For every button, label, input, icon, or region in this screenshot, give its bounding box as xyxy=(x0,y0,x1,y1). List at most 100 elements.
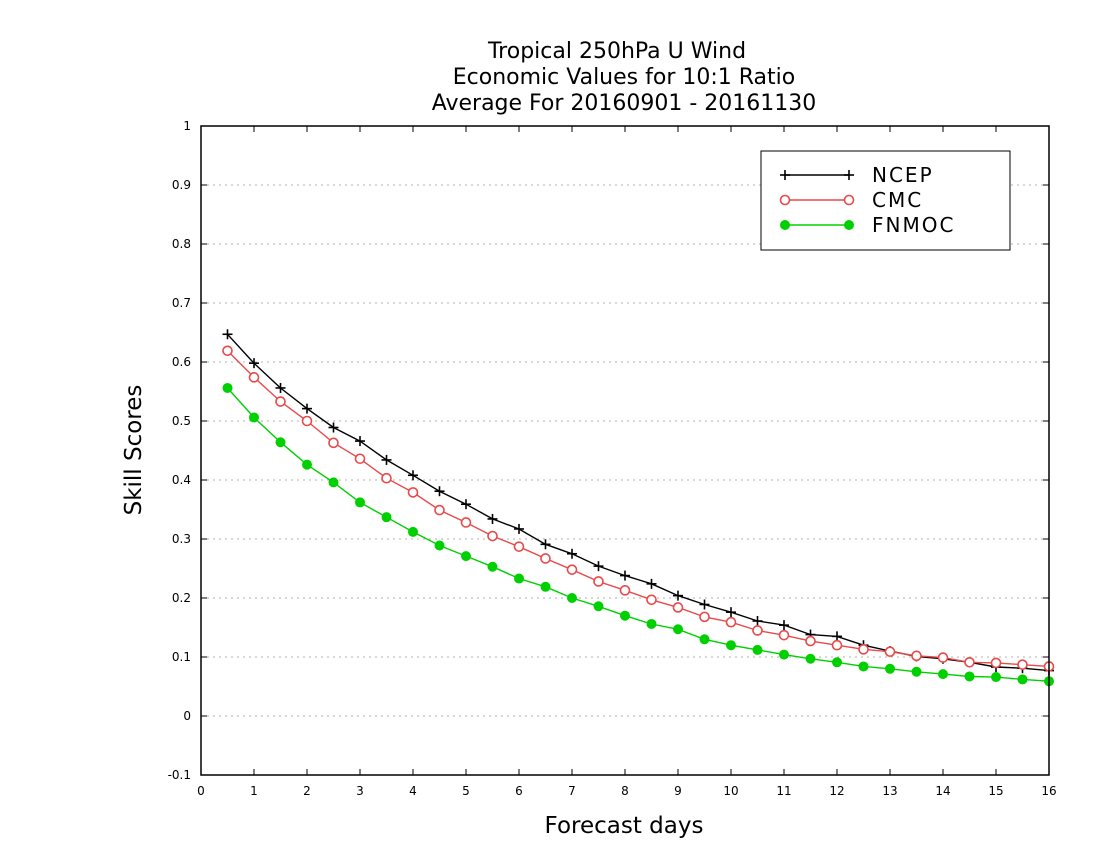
series-ncep xyxy=(222,329,1054,676)
data-point-ncep xyxy=(487,513,498,524)
data-point-cmc xyxy=(513,541,525,552)
data-point-cmc xyxy=(858,644,869,655)
x-tick-label: 5 xyxy=(462,784,470,798)
x-tick-label: 1 xyxy=(250,784,258,798)
x-tick-label: 6 xyxy=(515,784,523,798)
data-point-fnmoc xyxy=(567,593,577,603)
data-point-fnmoc xyxy=(1017,674,1028,685)
legend-label-fnmoc: FNMOC xyxy=(872,213,955,237)
chart-title-line-1: Tropical 250hPa U Wind xyxy=(487,39,746,64)
data-point-ncep xyxy=(302,403,312,414)
data-point-ncep xyxy=(646,578,657,589)
data-point-ncep xyxy=(593,561,604,572)
data-point-fnmoc xyxy=(355,497,365,508)
legend-marker-cmc xyxy=(843,194,855,206)
y-axis-title: Skill Scores xyxy=(121,385,147,516)
y-tick-label: 0.2 xyxy=(172,591,191,605)
legend-marker-cmc xyxy=(779,194,791,206)
legend-marker-ncep xyxy=(844,170,854,180)
x-axis-title: Forecast days xyxy=(545,813,704,839)
data-point-cmc xyxy=(275,396,286,407)
data-point-fnmoc xyxy=(779,649,789,660)
x-tick-label: 4 xyxy=(409,784,417,798)
data-point-fnmoc xyxy=(726,640,736,651)
chart-title: Tropical 250hPa U Wind Economic Values f… xyxy=(432,39,817,116)
series-line-fnmoc xyxy=(226,387,1050,682)
data-point-ncep xyxy=(673,590,683,601)
y-tick-label: 1 xyxy=(183,119,191,133)
x-tick-label: 11 xyxy=(776,784,791,798)
data-point-cmc xyxy=(540,553,551,564)
series-fnmoc xyxy=(222,382,1054,687)
data-point-cmc xyxy=(354,453,366,465)
chart-title-line-2: Economic Values for 10:1 Ratio xyxy=(453,65,795,90)
data-point-fnmoc xyxy=(964,671,975,682)
data-point-ncep xyxy=(699,599,710,610)
grid-lines xyxy=(201,184,1049,717)
x-tick-label: 9 xyxy=(674,784,682,798)
data-point-fnmoc xyxy=(832,657,842,668)
data-point-fnmoc xyxy=(620,610,630,621)
data-point-fnmoc xyxy=(938,669,948,680)
data-point-cmc xyxy=(646,594,657,606)
data-point-fnmoc xyxy=(222,382,233,393)
data-point-cmc xyxy=(725,616,737,628)
legend-label-ncep: NCEP xyxy=(872,163,934,187)
data-point-fnmoc xyxy=(514,573,524,584)
chart-title-line-3: Average For 20160901 - 20161130 xyxy=(432,91,817,116)
data-point-cmc xyxy=(964,657,975,668)
data-point-cmc xyxy=(593,576,604,587)
data-point-fnmoc xyxy=(858,661,869,672)
series-lines xyxy=(222,329,1055,687)
data-point-cmc xyxy=(831,639,843,651)
legend-marker-fnmoc xyxy=(844,220,854,230)
data-point-fnmoc xyxy=(593,601,604,612)
data-point-cmc xyxy=(301,415,313,427)
x-tick-label: 16 xyxy=(1041,784,1056,798)
data-point-ncep xyxy=(752,616,763,627)
data-point-fnmoc xyxy=(408,526,418,537)
x-tick-label: 3 xyxy=(356,784,364,798)
data-point-ncep xyxy=(249,358,259,369)
data-point-ncep xyxy=(408,470,418,481)
data-point-fnmoc xyxy=(302,459,312,470)
data-point-fnmoc xyxy=(275,437,286,448)
data-point-ncep xyxy=(222,329,233,340)
legend-label-cmc: CMC xyxy=(872,188,923,212)
x-tick-label: 12 xyxy=(829,784,844,798)
x-tick-label: 0 xyxy=(197,784,205,798)
data-point-fnmoc xyxy=(805,653,816,664)
plot-frame xyxy=(200,125,1050,776)
data-point-fnmoc xyxy=(381,512,392,523)
data-point-fnmoc xyxy=(328,477,339,488)
data-point-cmc xyxy=(566,564,578,575)
legend-item-fnmoc: FNMOC xyxy=(780,213,955,237)
data-point-fnmoc xyxy=(249,412,259,423)
y-tick-label: 0.4 xyxy=(172,473,191,487)
legend-marker-ncep xyxy=(780,170,790,180)
data-point-cmc xyxy=(619,585,631,596)
data-point-ncep xyxy=(779,620,789,631)
legend-item-ncep: NCEP xyxy=(780,163,934,187)
y-tick-labels: -0.1 0 0.1 0.2 0.3 0.4 0.5 0.6 0.7 0.8 0.9 1 xyxy=(168,119,191,782)
x-tick-label: 8 xyxy=(621,784,629,798)
data-point-fnmoc xyxy=(487,561,498,572)
data-point-ncep xyxy=(540,539,551,550)
data-point-cmc xyxy=(381,472,392,484)
data-point-cmc xyxy=(434,504,445,516)
x-tick-label: 2 xyxy=(303,784,311,798)
data-point-cmc xyxy=(407,487,419,498)
data-point-cmc xyxy=(1017,659,1028,670)
data-point-ncep xyxy=(567,548,577,559)
data-point-cmc xyxy=(248,372,260,383)
data-point-ncep xyxy=(275,382,286,393)
data-point-cmc xyxy=(328,437,339,449)
legend-marker-fnmoc xyxy=(780,220,790,230)
y-tick-label: 0 xyxy=(183,709,191,723)
data-point-fnmoc xyxy=(699,634,710,645)
data-point-cmc xyxy=(937,652,949,663)
data-point-ncep xyxy=(355,436,365,447)
data-point-cmc xyxy=(805,635,816,647)
y-tick-label: 0.7 xyxy=(172,296,191,310)
